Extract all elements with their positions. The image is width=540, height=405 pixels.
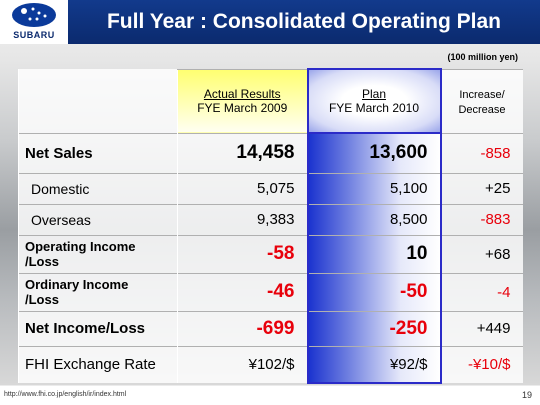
cell: 8,500: [306, 203, 442, 235]
cell: -50: [306, 272, 442, 311]
column-subtitle: FYE March 2010: [328, 101, 420, 115]
column-title: Actual Results: [203, 87, 281, 101]
cell: -58: [177, 234, 308, 273]
cell: -250: [306, 310, 442, 346]
row: Ordinary Income /Loss -46 -50 -4: [18, 272, 523, 311]
cell: +68: [440, 234, 523, 273]
cell: -¥10/$: [440, 345, 523, 383]
row: Overseas 9,383 8,500 -883: [18, 203, 523, 235]
data-table: Actual Results FYE March 2009 Plan FYE Mar…: [18, 68, 523, 384]
cell: +449: [440, 310, 523, 346]
row-label: Net Sales: [18, 132, 178, 173]
row-label-cell: Ordinary Income /Loss: [18, 272, 178, 311]
row-label: Ordinary Income /Loss: [25, 277, 129, 307]
column-header: Actual Results FYE March 2009: [177, 68, 308, 133]
row-label: Net Income/Loss: [18, 310, 178, 346]
cell: ¥102/$: [177, 345, 308, 383]
cell: 5,100: [306, 172, 442, 204]
cell: ¥92/$: [306, 345, 442, 384]
row-label-cell: Operating Income /Loss: [18, 234, 178, 273]
column-title: Increase/: [459, 89, 505, 101]
row: Net Income/Loss -699 -250 +449: [18, 310, 523, 346]
row-label: Operating Income /Loss: [25, 239, 136, 269]
row: Domestic 5,075 5,100 +25: [18, 172, 523, 204]
cell: -858: [440, 132, 523, 173]
row: FHI Exchange Rate ¥102/$ ¥92/$ -¥10/$: [18, 345, 523, 384]
row-label: Overseas: [18, 203, 178, 235]
column-header: Plan FYE March 2010: [306, 68, 442, 134]
logo: SUBARU: [0, 0, 68, 44]
slide-title: Full Year : Consolidated Operating Plan: [106, 10, 502, 33]
logo-emblem: [12, 3, 56, 27]
footer-url: http://www.fhi.co.jp/english/ir/index.ht…: [4, 391, 127, 398]
cell: -4: [440, 272, 523, 311]
header-row: Actual Results FYE March 2009 Plan FYE Mar…: [18, 68, 523, 134]
row: Operating Income /Loss -58 10 +68: [18, 234, 523, 273]
page-number: 19: [521, 390, 532, 400]
cell: 10: [306, 234, 442, 273]
row: Net Sales 14,458 13,600 -858: [18, 132, 523, 173]
logo-text: SUBARU: [13, 30, 55, 40]
cell: 9,383: [177, 203, 308, 235]
column-subtitle: FYE March 2009: [197, 101, 288, 115]
unit-note: (100 million yen): [447, 52, 518, 62]
header-band: [0, 0, 540, 44]
column-header: Increase/Decrease: [440, 68, 523, 133]
corner-cell: [18, 69, 178, 133]
cell: -46: [177, 272, 308, 311]
cell: 13,600: [306, 132, 442, 173]
cell: -699: [177, 310, 308, 346]
cell: 14,458: [177, 132, 308, 173]
cell: +25: [440, 172, 523, 204]
column-subtitle: Decrease: [458, 104, 506, 116]
row-label: Domestic: [18, 172, 178, 204]
row-label: FHI Exchange Rate: [18, 345, 178, 383]
cell: -883: [440, 203, 523, 235]
cell: 5,075: [177, 172, 308, 204]
column-title: Plan: [361, 87, 387, 101]
